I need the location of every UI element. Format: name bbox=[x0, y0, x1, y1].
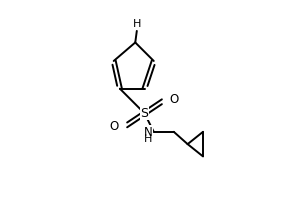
Text: S: S bbox=[140, 107, 148, 120]
Text: O: O bbox=[110, 120, 119, 133]
Text: N: N bbox=[143, 126, 152, 139]
Text: H: H bbox=[133, 19, 141, 29]
Text: H: H bbox=[144, 134, 152, 144]
Text: O: O bbox=[169, 93, 178, 106]
